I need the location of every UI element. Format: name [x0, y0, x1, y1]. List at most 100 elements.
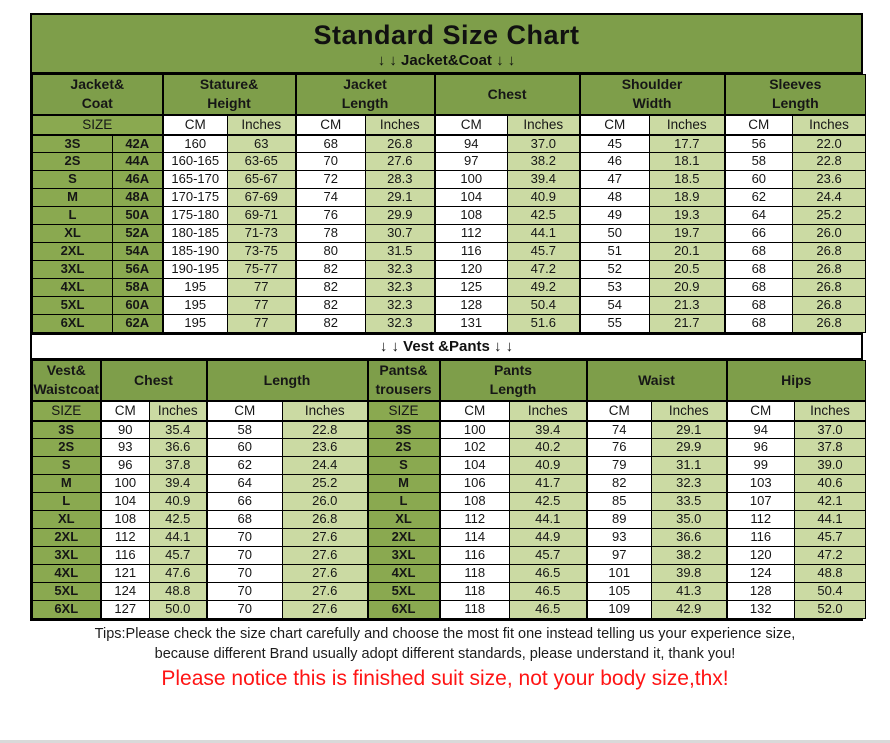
table-row: 5XL 124 48.8 70 27.6 5XL 118 46.5 105 41.3 128 50.4 — [32, 582, 867, 602]
table-cell: 124 — [99, 582, 150, 602]
table-row: 3XL 56A 190-195 75-77 82 32.3 120 47.2 52 20.5 68 2… — [32, 260, 867, 280]
table-cell: 20.1 — [649, 242, 726, 262]
tips-line-2: because different Brand usually adopt di… — [154, 645, 736, 662]
table-cell: 32.3 — [365, 278, 436, 298]
table-cell: 42.5 — [507, 206, 581, 226]
table-cell: 56A — [111, 260, 164, 280]
table-cell: 65-67 — [227, 170, 297, 190]
table-cell: 116 — [99, 546, 150, 566]
table-cell: 22.8 — [792, 152, 867, 172]
table-cell: 19.7 — [649, 224, 726, 244]
table-cell: 108 — [438, 492, 510, 512]
column-header: Jacket& Coat — [31, 74, 164, 116]
table-cell: 2S — [32, 438, 101, 458]
table-cell: 190-195 — [161, 260, 229, 280]
table-cell: 114 — [438, 528, 510, 548]
column-header: Jacket Length — [294, 74, 436, 116]
table-cell: 36.6 — [149, 438, 207, 458]
table-cell: 29.9 — [650, 438, 728, 458]
table-cell: 40.9 — [509, 456, 587, 476]
table-cell: 105 — [585, 582, 652, 602]
table-row: 3XL 116 45.7 70 27.6 3XL 116 45.7 97 38.2 120 47.2 — [32, 546, 867, 566]
vest-subheader-row: SIZE CM Inches CM Inches SIZE CM Inches … — [32, 400, 867, 422]
table-cell: 106 — [438, 474, 510, 494]
table-cell: 45.7 — [509, 546, 587, 566]
table-cell: 70 — [294, 152, 367, 172]
vest-pants-table: Vest& Waistcoat Chest Length Pants& trou… — [32, 360, 867, 620]
table-cell: 66 — [723, 224, 794, 244]
table-cell: 112 — [725, 510, 796, 530]
table-cell: 82 — [294, 314, 367, 334]
table-cell: 82 — [585, 474, 652, 494]
table-cell: L — [32, 206, 113, 226]
table-cell: 26.8 — [792, 260, 867, 280]
table-cell: 112 — [99, 528, 150, 548]
table-row: 2S 93 36.6 60 23.6 2S 102 40.2 76 29.9 96 37.8 — [32, 438, 867, 458]
table-cell: 27.6 — [282, 600, 368, 620]
table-cell: 32.3 — [365, 314, 436, 334]
table-row: XL 52A 180-185 71-73 78 30.7 112 44.1 50 19.7 66 26… — [32, 224, 867, 244]
table-cell: 53 — [578, 278, 651, 298]
table-cell: 74 — [294, 188, 367, 208]
table-cell: 85 — [585, 492, 652, 512]
table-cell: 80 — [294, 242, 367, 262]
column-header: Pants& trousers — [366, 360, 440, 402]
table-cell: 68 — [723, 314, 794, 334]
table-cell: 45 — [578, 134, 651, 154]
table-cell: 94 — [433, 134, 509, 154]
table-cell: 22.0 — [792, 134, 867, 154]
jacket-coat-table: Jacket& Coat Stature& Height Jacket Leng… — [31, 74, 867, 334]
table-cell: 39.4 — [149, 474, 207, 494]
table-cell: 195 — [161, 314, 229, 334]
table-cell: 68 — [723, 278, 794, 298]
table-cell: 5XL — [32, 296, 113, 316]
table-cell: 25.2 — [282, 474, 368, 494]
table-cell: 96 — [99, 456, 150, 476]
table-cell: 112 — [433, 224, 509, 244]
table-cell: 180-185 — [161, 224, 229, 244]
table-cell: 35.4 — [149, 420, 207, 440]
subheader-cm: CM — [205, 400, 283, 422]
table-cell: 116 — [725, 528, 796, 548]
subheader-inches: Inches — [507, 114, 581, 136]
table-cell: 3XL — [32, 546, 101, 566]
table-cell: 90 — [99, 420, 150, 440]
table-cell: 48.8 — [149, 582, 207, 602]
table-cell: 82 — [294, 296, 367, 316]
column-header: Shoulder Width — [578, 74, 726, 116]
table-cell: 47.6 — [149, 564, 207, 584]
table-cell: 39.4 — [509, 420, 587, 440]
table-cell: 6XL — [32, 314, 113, 334]
table-cell: 38.2 — [507, 152, 581, 172]
table-cell: 107 — [725, 492, 796, 512]
table-cell: 104 — [433, 188, 509, 208]
table-cell: 160-165 — [161, 152, 229, 172]
table-cell: 44.9 — [509, 528, 587, 548]
table-cell: 42.9 — [650, 600, 728, 620]
table-cell: 46.5 — [509, 582, 587, 602]
table-cell: 21.7 — [649, 314, 726, 334]
table-cell: 128 — [725, 582, 796, 602]
table-cell: 100 — [433, 170, 509, 190]
table-cell: 42.5 — [509, 492, 587, 512]
table-cell: 68 — [723, 260, 794, 280]
page-title: Standard Size Chart — [313, 20, 580, 50]
table-cell: 26.8 — [792, 278, 867, 298]
finished-size-notice: Please notice this is finished suit size… — [161, 667, 729, 691]
table-cell: 99 — [725, 456, 796, 476]
table-cell: 54 — [578, 296, 651, 316]
table-cell: 50.4 — [507, 296, 581, 316]
table-cell: 103 — [725, 474, 796, 494]
table-cell: 104 — [438, 456, 510, 476]
table-row: 4XL 121 47.6 70 27.6 4XL 118 46.5 101 39.8 124 48.8 — [32, 564, 867, 584]
table-cell: 73-75 — [227, 242, 297, 262]
table-cell: 120 — [433, 260, 509, 280]
table-row: S 96 37.8 62 24.4 S 104 40.9 79 31.1 99 39.0 — [32, 456, 867, 476]
table-cell: S — [32, 170, 113, 190]
table-cell: 48 — [578, 188, 651, 208]
table-cell: M — [32, 188, 113, 208]
tips-text: Tips:Please check the size chart careful… — [0, 625, 890, 664]
table-cell: 29.1 — [365, 188, 436, 208]
table-cell: 42A — [111, 134, 164, 154]
table-cell: 4XL — [32, 278, 113, 298]
